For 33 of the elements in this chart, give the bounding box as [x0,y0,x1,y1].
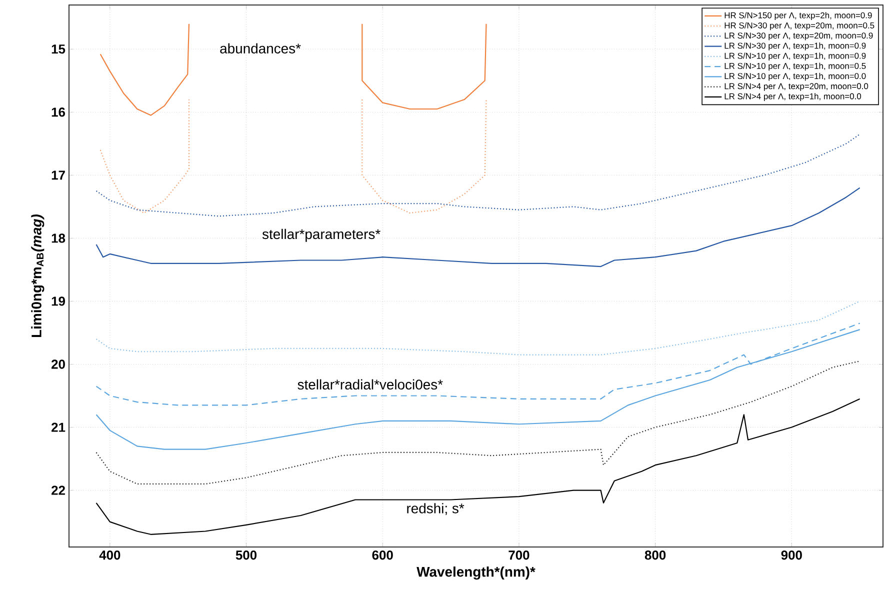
legend-label: HR S/N>30 per Λ, texp=20m, moon=0.5 [724,22,874,30]
line-series [96,134,860,217]
line-series [96,187,860,268]
x-tick-label: 900 [781,550,802,560]
line-series [96,300,860,356]
annotation: redshi; s* [407,503,464,516]
x-axis-title: Wavelength*(nm)* [416,566,536,580]
x-tick-label: 600 [372,550,393,560]
legend-label: LR S/N>30 per Λ, texp=20m, moon=0.9 [724,32,873,40]
legend-label: LR S/N>10 per Λ, texp=1h, moon=0.5 [724,62,866,71]
legend-label: HR S/N>150 per Λ, texp=2h, moon=0.9 [724,12,872,20]
y-tick-label: 21 [52,422,66,432]
x-tick-label: 500 [236,550,257,560]
y-tick-label: 15 [52,44,66,54]
annotation: stellar*radial*veloci0es* [298,379,443,390]
annotation: abundances* [220,43,301,54]
legend-label: LR S/N>4 per Λ, texp=20m, moon=0.0 [724,82,868,91]
x-tick-label: 800 [644,550,666,560]
y-tick-label: 18 [52,234,66,243]
legend-label: LR S/N>10 per Λ, texp=1h, moon=0.9 [724,52,866,60]
x-tick-label: 400 [99,550,120,560]
y-tick-label: 16 [52,108,66,117]
y-tick-label: 20 [52,360,65,369]
legend-label: LR S/N>10 per Λ, texp=1h, moon=0.0 [724,72,866,81]
legend-label: LR S/N>30 per Λ, texp=1h, moon=0.9 [724,42,866,50]
y-axis-title: Limi0ng*m$_{AB}$(mag) [31,214,44,338]
annotation: stellar*parameters* [262,228,380,242]
x-tick-label: 700 [508,550,530,560]
line-series [96,398,860,535]
y-tick-label: 22 [52,486,65,495]
legend-label: LR S/N>4 per Λ, texp=1h, moon=0.0 [724,93,862,101]
y-tick-label: 19 [52,296,65,306]
y-tick-label: 17 [52,170,65,180]
